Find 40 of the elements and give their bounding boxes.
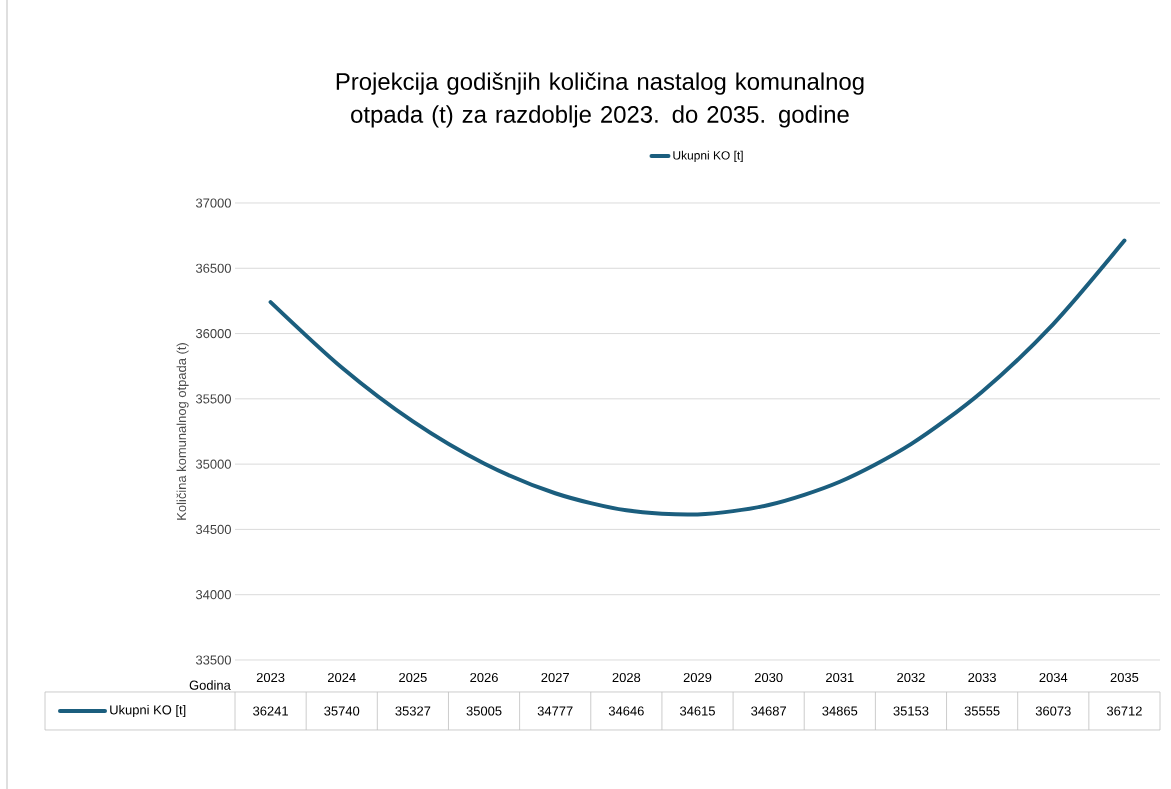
data-label: 34646 bbox=[608, 706, 644, 716]
y-tick-label: 33500 bbox=[195, 655, 231, 665]
y-tick-label: 37000 bbox=[195, 198, 231, 208]
data-label: 36241 bbox=[253, 706, 288, 716]
data-label: 36712 bbox=[1106, 706, 1142, 716]
y-tick-label: 35000 bbox=[195, 459, 231, 469]
x-tick-label: 2031 bbox=[826, 672, 854, 683]
x-tick-label: 2033 bbox=[968, 672, 996, 683]
x-tick-label: 2023 bbox=[256, 672, 285, 683]
data-label: 34615 bbox=[680, 706, 715, 716]
x-tick-label: 2034 bbox=[1039, 672, 1068, 683]
x-tick-label: 2025 bbox=[399, 672, 427, 683]
data-label: 35005 bbox=[466, 706, 502, 716]
chart-title: Projekcija godišnjih količina nastalog komunalnog otpada (t) za razdoblje 2023. do 2035. godine bbox=[336, 72, 864, 128]
data-label: 36073 bbox=[1035, 706, 1071, 716]
y-tick-label: 36000 bbox=[195, 328, 231, 339]
data-label: 35555 bbox=[964, 706, 1000, 716]
line-series bbox=[268, 238, 1127, 517]
data-label: 35740 bbox=[324, 706, 360, 716]
x-tick-label: 2026 bbox=[470, 672, 498, 683]
x-tick-label: 2035 bbox=[1110, 672, 1139, 683]
x-tick-label: 2024 bbox=[327, 672, 356, 683]
y-tick-label: 35500 bbox=[195, 394, 231, 404]
y-tick-label: 34000 bbox=[195, 590, 231, 600]
x-tick-label: 2030 bbox=[754, 672, 783, 683]
data-label: 34865 bbox=[822, 706, 858, 716]
data-label: 34777 bbox=[537, 706, 573, 716]
data-label: 35327 bbox=[395, 706, 431, 716]
x-tick-label: 2032 bbox=[897, 672, 925, 683]
y-axis-title: Količina komunalnog otpada (t) bbox=[176, 343, 189, 520]
x-tick-label: 2027 bbox=[541, 672, 569, 683]
data-label: 34687 bbox=[751, 706, 786, 716]
data-label: 35153 bbox=[893, 706, 929, 716]
y-tick-label: 36500 bbox=[195, 263, 231, 273]
legend-label: Ukupni KO [t] bbox=[673, 150, 743, 162]
x-axis-title: Godina bbox=[189, 680, 231, 690]
y-tick-label: 34500 bbox=[195, 524, 231, 534]
text: Ukupni KO [t] bbox=[110, 704, 186, 718]
x-tick-label: 2029 bbox=[683, 672, 712, 683]
x-tick-label: 2028 bbox=[612, 672, 641, 683]
